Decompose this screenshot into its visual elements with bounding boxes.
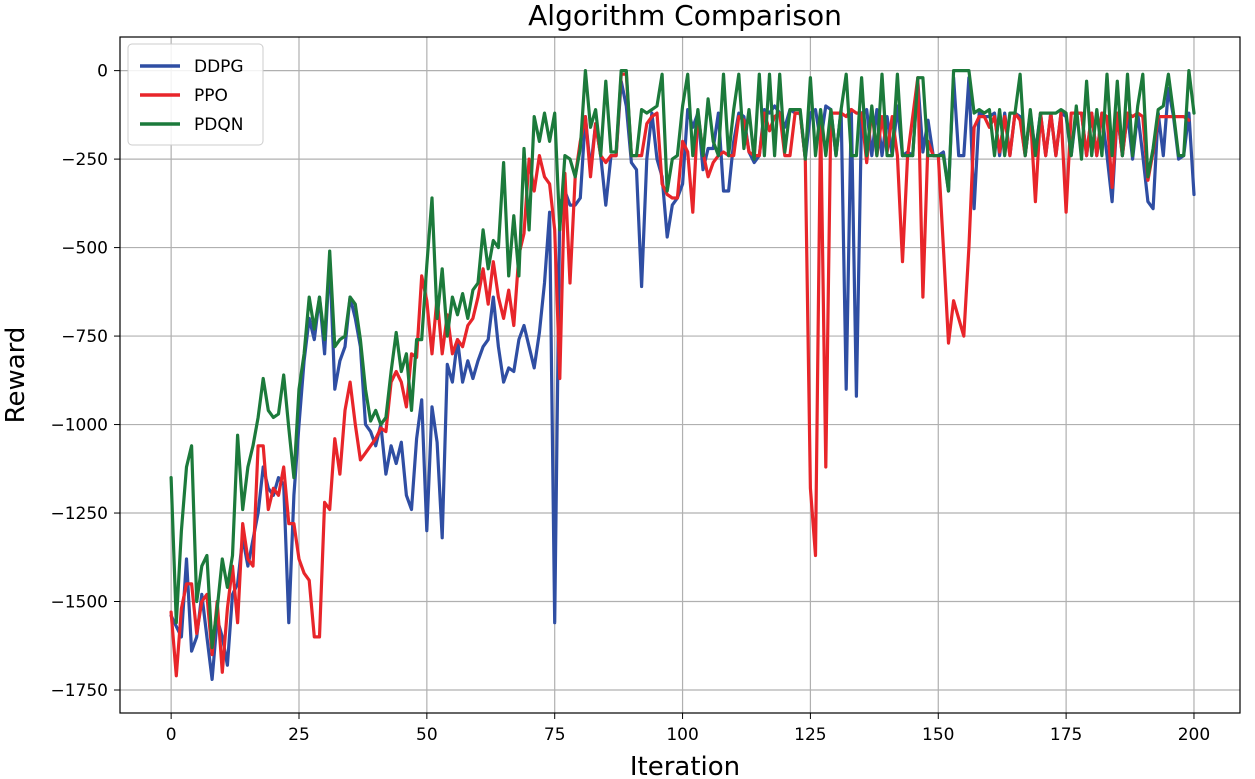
series-line-ppo <box>169 72 1191 678</box>
y-tick-label: −1500 <box>50 593 108 613</box>
legend-label-pdqn: PDQN <box>194 115 243 135</box>
x-tick-label: 175 <box>1050 725 1082 745</box>
chart-title: Algorithm Comparison <box>528 0 842 32</box>
x-tick-label: 200 <box>1178 725 1210 745</box>
x-tick-label: 25 <box>288 725 310 745</box>
legend-label-ddpg: DDPG <box>194 57 244 77</box>
x-tick-label: 50 <box>416 725 438 745</box>
y-tick-label: −500 <box>61 239 108 259</box>
y-axis-title: Reward <box>1 327 31 424</box>
y-tick-label: −1250 <box>50 504 108 524</box>
x-tick-label: 100 <box>666 725 698 745</box>
plot-frame <box>119 36 1241 714</box>
grid <box>120 37 1240 713</box>
legend: DDPG PPO PDQN <box>127 43 264 146</box>
x-axis-ticks: 0 25 50 75 100 125 150 175 200 <box>166 713 1210 745</box>
legend-label-ppo: PPO <box>194 86 228 106</box>
y-tick-label: −250 <box>61 150 108 170</box>
y-tick-label: −1000 <box>50 416 108 436</box>
y-axis-ticks: 0 −250 −500 −750 −1000 −1250 −1500 −1750 <box>50 62 120 701</box>
y-tick-label: −750 <box>61 327 108 347</box>
y-tick-label: −1750 <box>50 681 108 701</box>
series-lines <box>169 69 1196 681</box>
x-tick-label: 75 <box>544 725 566 745</box>
x-tick-label: 125 <box>794 725 826 745</box>
y-tick-label: 0 <box>97 62 108 82</box>
x-tick-label: 0 <box>166 725 177 745</box>
legend-box <box>127 43 264 146</box>
x-axis-title: Iteration <box>630 752 740 779</box>
series-line-pdqn <box>169 69 1196 650</box>
x-tick-label: 150 <box>922 725 954 745</box>
